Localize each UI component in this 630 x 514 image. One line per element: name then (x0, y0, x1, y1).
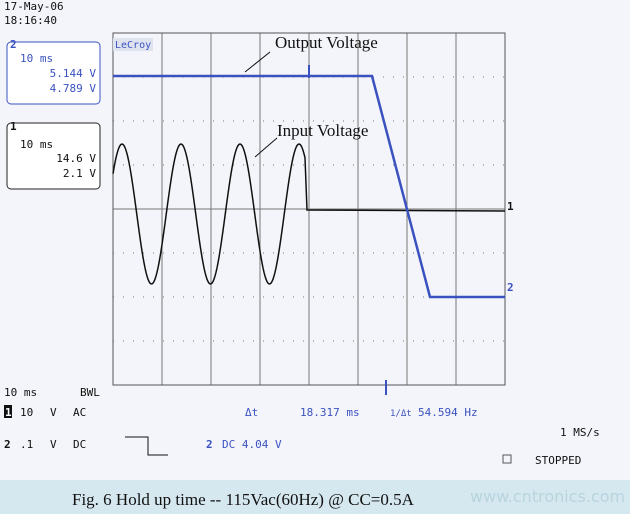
brand: LeCroy (115, 40, 151, 51)
ch1-box (6, 122, 101, 190)
rate: 1 MS/s (560, 426, 600, 439)
watermark: www.cntronics.com (470, 487, 625, 506)
bwl: BWL (80, 386, 100, 399)
dt-label: Δt (245, 406, 258, 419)
ch1-top: 14.6 V (56, 152, 96, 165)
output-arrow (244, 51, 271, 73)
ch2-coupling: DC (73, 438, 86, 451)
state: STOPPED (535, 454, 581, 467)
ch2-id: 2 (10, 38, 17, 51)
input-arrow (254, 137, 278, 158)
trigger: DC 4.04 V (222, 438, 282, 451)
ch1-coupling: AC (73, 406, 86, 419)
trigger-channel: 2 (206, 438, 213, 451)
ch1-bottom: 2.1 V (63, 167, 96, 180)
ch1-timebase: 10 ms (20, 138, 53, 151)
ch1-row-icon (4, 405, 12, 418)
date: 17-May-06 (4, 0, 64, 13)
ch2-box (6, 41, 101, 105)
ch1-id: 1 (10, 120, 17, 133)
caption: Fig. 6 Hold up time -- 115Vac(60Hz) @ CC… (72, 490, 415, 509)
ch1-row-id: 1 (5, 406, 12, 419)
brand-bg (113, 38, 153, 51)
ch1-trace-label: 1 (507, 200, 514, 213)
ch1-unit: V (50, 406, 57, 419)
output-trace (113, 74, 505, 299)
output-annotation: Output Voltage (275, 33, 378, 52)
grid (113, 33, 505, 385)
input-trace (112, 143, 506, 285)
screen-bg (0, 0, 630, 480)
input-annotation: Input Voltage (277, 121, 368, 140)
dt-value: 18.317 ms (300, 406, 360, 419)
grid-frame (112, 32, 506, 386)
inv-label: 1/Δt (390, 409, 412, 419)
ch2-scale: .1 (20, 438, 33, 451)
ch1-scale: 10 (20, 406, 33, 419)
caption-bg (0, 480, 630, 514)
edge-icon (125, 436, 168, 456)
time: 18:16:40 (4, 14, 57, 27)
inv-value: 54.594 Hz (418, 406, 478, 419)
ch2-top: 5.144 V (50, 67, 97, 80)
ch2-timebase: 10 ms (20, 52, 53, 65)
ch2-trace-label: 2 (507, 281, 514, 294)
ch2-row-id: 2 (4, 438, 11, 451)
stop-box (502, 454, 512, 464)
ch2-bottom: 4.789 V (50, 82, 97, 95)
timebase: 10 ms (4, 386, 37, 399)
ch2-unit: V (50, 438, 57, 451)
